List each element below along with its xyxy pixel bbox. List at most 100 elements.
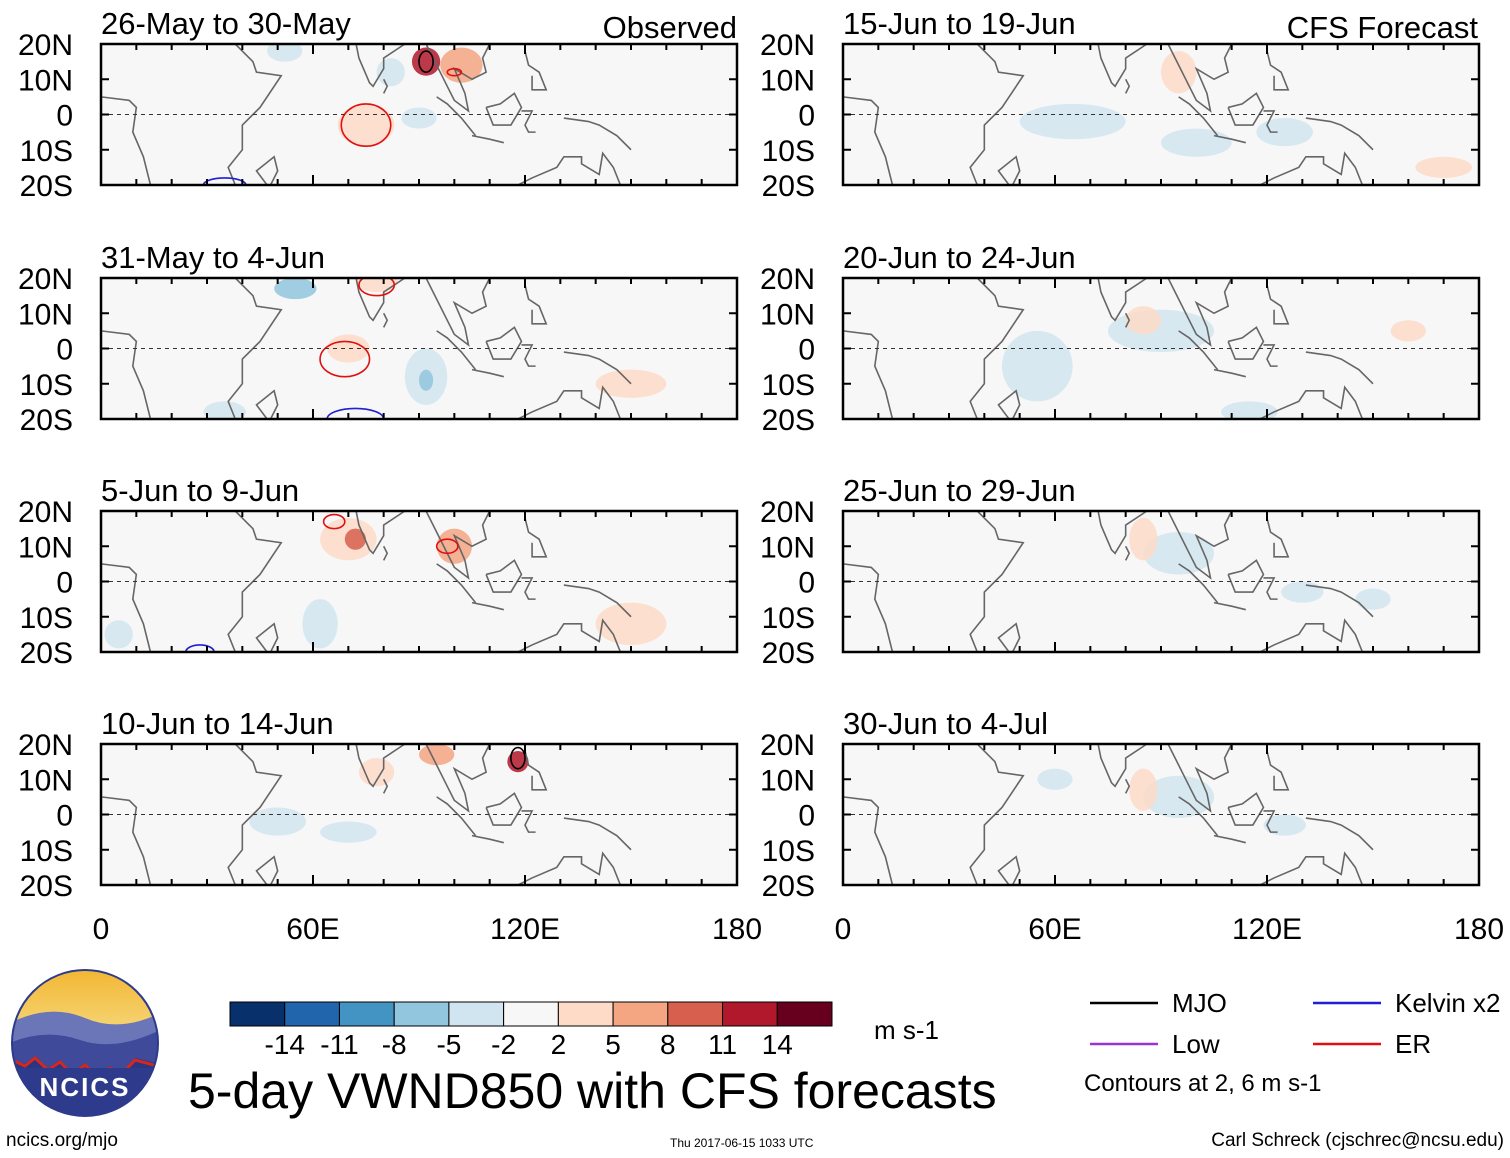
main-title: 5-day VWND850 with CFS forecasts bbox=[188, 1063, 997, 1119]
anomaly-patch bbox=[1263, 814, 1306, 836]
y-tick-label: 10N bbox=[760, 764, 815, 797]
anomaly-patch bbox=[440, 47, 483, 83]
coastline bbox=[969, 44, 1025, 185]
coastline bbox=[1305, 117, 1374, 151]
coastline bbox=[521, 810, 536, 833]
y-tick-label: 10N bbox=[760, 531, 815, 564]
coastline bbox=[298, 511, 491, 580]
coastline bbox=[485, 792, 523, 826]
anomaly-patch bbox=[267, 44, 303, 62]
x-tick-label: 180 bbox=[1454, 913, 1504, 946]
coastline bbox=[1227, 559, 1265, 593]
x-tick-label: 0 bbox=[93, 913, 110, 946]
wave-contour bbox=[418, 50, 434, 73]
y-tick-label: 10N bbox=[18, 764, 73, 797]
coastline bbox=[1213, 834, 1246, 844]
y-tick-label: 10S bbox=[20, 835, 73, 868]
anomaly-patch bbox=[344, 528, 366, 550]
anomaly-patch bbox=[1256, 118, 1313, 147]
y-tick-label: 10N bbox=[18, 531, 73, 564]
colorbar-segment bbox=[229, 1001, 286, 1027]
colorbar-tick-label: -8 bbox=[382, 1029, 407, 1060]
coastline bbox=[1263, 110, 1278, 133]
coastline bbox=[1242, 618, 1364, 652]
legend: MJO Kelvin x2 Low ER bbox=[1090, 988, 1501, 1059]
y-tick-label: 10N bbox=[760, 298, 815, 331]
anomaly-patch bbox=[1037, 768, 1073, 790]
coastline bbox=[563, 817, 632, 851]
colorbar-tick-label: 2 bbox=[551, 1029, 567, 1060]
coastline bbox=[563, 351, 632, 385]
coastline bbox=[997, 155, 1021, 185]
anomaly-patch bbox=[337, 103, 395, 147]
anomaly-patch bbox=[1129, 518, 1158, 561]
coastline bbox=[471, 834, 504, 844]
panel-title: 31-May to 4-Jun bbox=[101, 240, 325, 275]
coastline bbox=[1040, 278, 1233, 347]
colorbar-segment bbox=[338, 1001, 395, 1027]
coastline bbox=[255, 155, 279, 185]
coastline bbox=[843, 330, 894, 419]
anomaly-patch bbox=[1281, 581, 1324, 603]
coastline bbox=[255, 389, 279, 419]
panel-title: 26-May to 30-May bbox=[101, 6, 351, 41]
anomaly-patch bbox=[1161, 128, 1232, 157]
coastline bbox=[1124, 312, 1131, 328]
coastline bbox=[1263, 577, 1278, 600]
coastline bbox=[255, 622, 279, 652]
colorbar-segment bbox=[393, 1001, 450, 1027]
y-tick-label: 20S bbox=[762, 870, 815, 903]
colorbar-segment bbox=[776, 1001, 833, 1027]
panel-title: 10-Jun to 14-Jun bbox=[101, 706, 334, 741]
coastline bbox=[227, 744, 283, 885]
coastline bbox=[563, 584, 632, 618]
y-tick-label: 10N bbox=[760, 64, 815, 97]
coastline bbox=[101, 796, 152, 885]
y-tick-label: 20N bbox=[18, 496, 73, 529]
coastline bbox=[1266, 517, 1290, 558]
coastline bbox=[1124, 78, 1131, 94]
anomaly-patch bbox=[1143, 532, 1214, 575]
anomaly-patch bbox=[104, 620, 133, 649]
coastline bbox=[1227, 92, 1265, 126]
colorbar-tick-label: 14 bbox=[762, 1029, 793, 1060]
colorbar-segment bbox=[503, 1001, 559, 1027]
y-tick-label: 0 bbox=[798, 100, 815, 133]
coastline bbox=[255, 855, 279, 885]
anomaly-patch bbox=[507, 751, 529, 773]
coastline bbox=[1040, 744, 1233, 813]
coastline bbox=[563, 117, 632, 151]
coastline bbox=[382, 545, 389, 561]
ncics-logo: NCICS bbox=[11, 969, 159, 1117]
coastline bbox=[227, 278, 283, 419]
wave-contour bbox=[185, 644, 215, 652]
coastline bbox=[485, 559, 523, 593]
anomaly-patch bbox=[1125, 306, 1162, 335]
wave-contour bbox=[322, 513, 346, 530]
wave-contour bbox=[446, 67, 463, 77]
coastline bbox=[436, 330, 477, 371]
footer-website-link[interactable]: ncics.org/mjo bbox=[6, 1130, 118, 1151]
coastline bbox=[1178, 96, 1219, 137]
colorbar-tick-label: 11 bbox=[708, 1029, 737, 1060]
coastline bbox=[1213, 601, 1246, 611]
y-tick-label: 20S bbox=[762, 637, 815, 670]
footer-timestamp: Thu 2017-06-15 1033 UTC bbox=[670, 1136, 814, 1150]
colorbar-tick-label: 5 bbox=[605, 1029, 621, 1060]
coastline bbox=[298, 278, 491, 347]
coastline bbox=[101, 563, 152, 652]
y-tick-label: 10S bbox=[20, 602, 73, 635]
colorbar-unit: m s-1 bbox=[874, 1015, 939, 1045]
coastline bbox=[1124, 545, 1131, 561]
y-tick-label: 20N bbox=[18, 729, 73, 762]
anomaly-patch bbox=[249, 807, 306, 836]
x-tick-label: 120E bbox=[1232, 913, 1302, 946]
coastline bbox=[500, 618, 622, 652]
y-tick-label: 10S bbox=[762, 369, 815, 402]
coastline bbox=[485, 92, 523, 126]
wave-contour bbox=[358, 278, 396, 297]
y-tick-label: 0 bbox=[56, 567, 73, 600]
coastline bbox=[1266, 50, 1290, 91]
